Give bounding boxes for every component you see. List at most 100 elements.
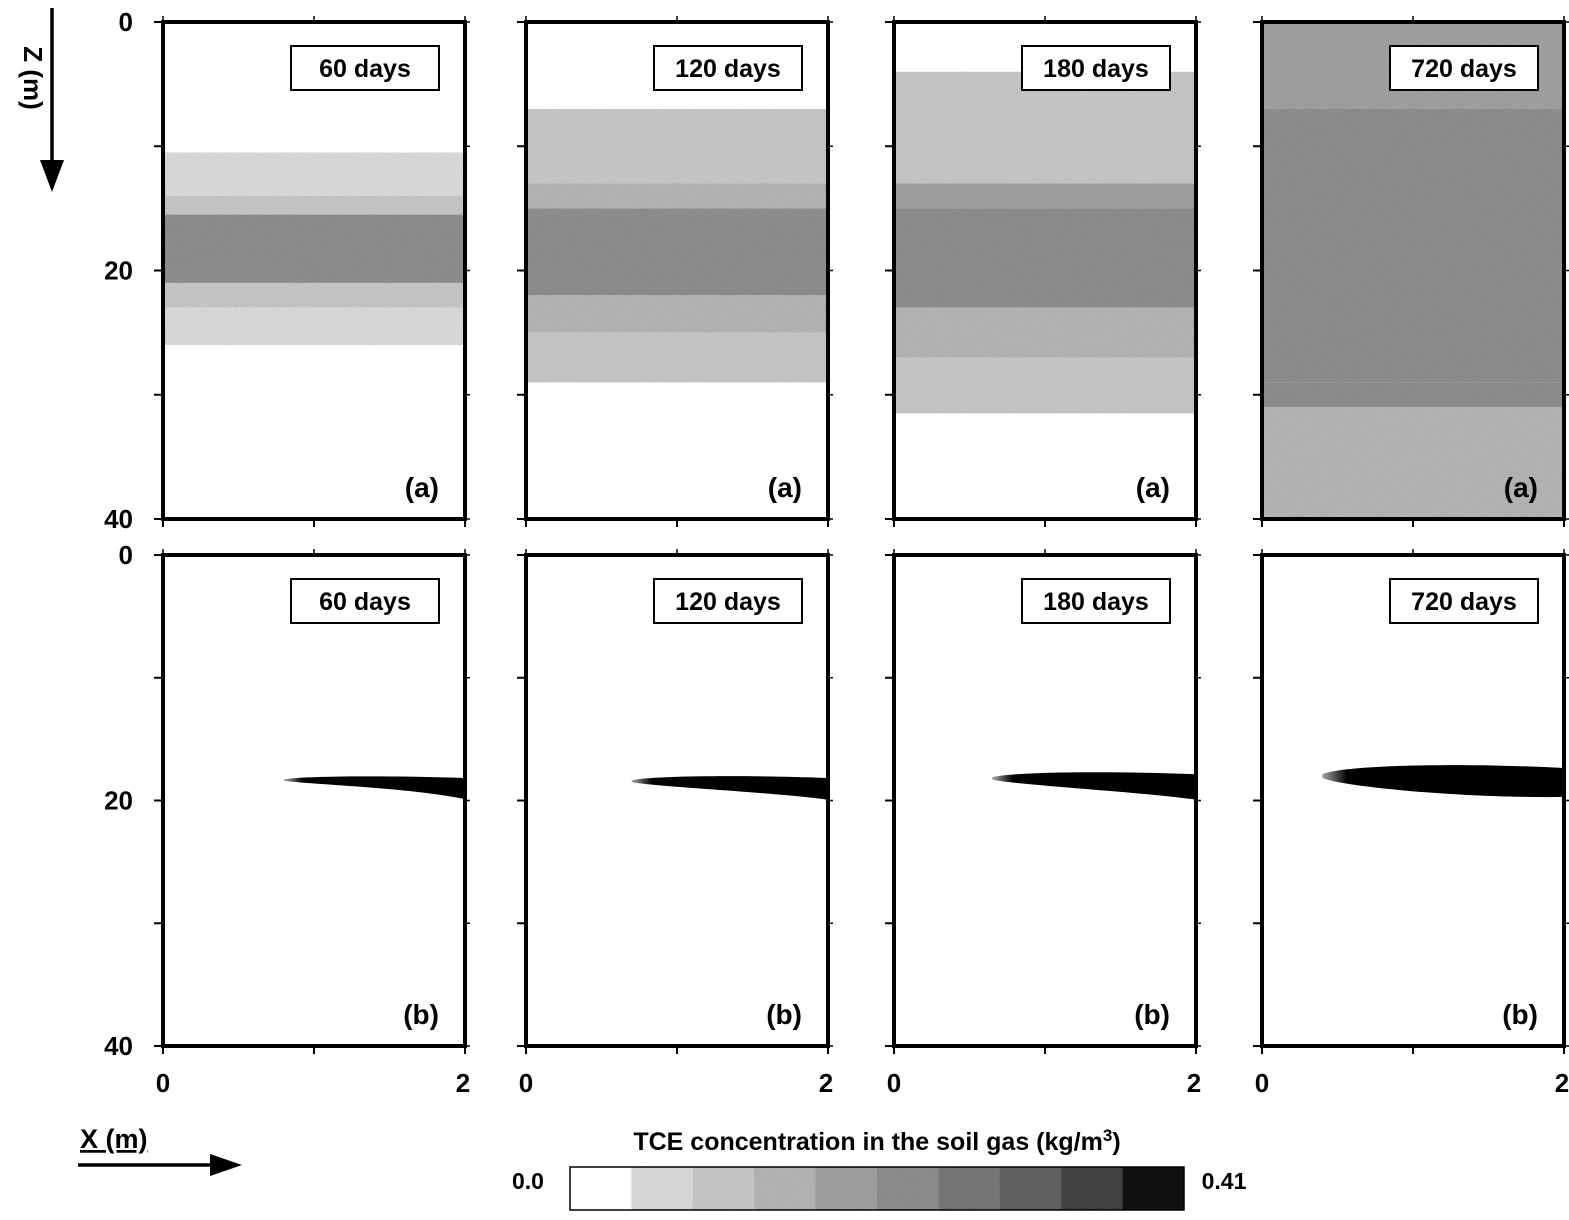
concentration-band (163, 195, 465, 215)
time-label: 60 days (319, 588, 411, 616)
concentration-band (894, 208, 1196, 308)
time-label-box (1021, 578, 1171, 624)
panel-background (1262, 555, 1564, 1046)
x-axis-arrow-head (210, 1154, 242, 1176)
z-tick-label: 0 (119, 7, 133, 37)
concentration-field (526, 22, 828, 519)
colorbar-min-label: 0.0 (512, 1168, 544, 1194)
colorbar-swatch (938, 1167, 1001, 1210)
concentration-band (163, 307, 465, 346)
colorbar-swatch (999, 1167, 1062, 1210)
x-tick-label: 0 (1255, 1068, 1269, 1098)
colorbar-swatch (815, 1167, 878, 1210)
panel-letter: (a) (1504, 472, 1538, 503)
concentration-field (1262, 555, 1564, 1046)
time-label-box (1389, 45, 1539, 91)
x-tick-label: 2 (456, 1068, 470, 1098)
concentration-band (1262, 382, 1564, 408)
z-tick-label: 0 (119, 540, 133, 570)
z-tick-label: 20 (104, 786, 133, 816)
tce-plume (283, 776, 465, 800)
concentration-band (526, 332, 828, 383)
colorbar-frame (569, 1166, 1185, 1211)
z-axis-label: Z (m) (18, 46, 48, 110)
panel-720-days-a: 720 days (a) (1253, 16, 1569, 527)
concentration-field (163, 22, 465, 519)
concentration-band (526, 108, 828, 184)
time-label: 720 days (1411, 55, 1517, 83)
concentration-field (894, 555, 1196, 1046)
z-tick-label: 20 (104, 256, 133, 286)
concentration-field (526, 555, 828, 1046)
x-tick-label: 0 (156, 1068, 170, 1098)
panel-60-days-a: 60 days (a) 0 20 40 (104, 7, 470, 534)
panel-120-days-a: 120 days (a) (517, 16, 833, 527)
colorbar-swatch (692, 1167, 755, 1210)
panel-background (526, 555, 828, 1046)
concentration-field (163, 555, 465, 1046)
time-label: 180 days (1043, 55, 1149, 83)
time-label-box (290, 45, 440, 91)
x-axis-label: X (m) (80, 1124, 148, 1154)
concentration-band (163, 152, 465, 196)
x-tick-label: 2 (1555, 1068, 1569, 1098)
time-label-box (1389, 578, 1539, 624)
panel-letter: (b) (1502, 999, 1538, 1030)
colorbar-swatch (877, 1167, 939, 1210)
concentration-band (526, 295, 828, 333)
panel-background (163, 555, 465, 1046)
concentration-field (894, 22, 1196, 519)
panel-180-days-a: 180 days (a) (885, 16, 1201, 527)
panel-60-days-b: 60 days (b) 0 20 40 0 2 (104, 540, 470, 1098)
time-label-box (290, 578, 440, 624)
colorbar-swatches (570, 1167, 1185, 1210)
panel-background (894, 555, 1196, 1046)
colorbar: TCE concentration in the soil gas (kg/m3… (512, 1126, 1247, 1211)
colorbar-title: TCE concentration in the soil gas (kg/m3… (633, 1126, 1120, 1156)
time-label: 720 days (1411, 588, 1517, 616)
x-tick-label: 0 (887, 1068, 901, 1098)
x-tick-label: 2 (819, 1068, 833, 1098)
panel-letter: (b) (403, 999, 439, 1030)
concentration-field (1262, 22, 1564, 519)
x-tick-label: 0 (519, 1068, 533, 1098)
z-tick-label: 40 (104, 1031, 133, 1061)
concentration-band (1262, 407, 1564, 519)
panel-letter: (a) (405, 472, 439, 503)
panel-120-days-b: 120 days (b) 0 2 (517, 549, 833, 1098)
colorbar-swatch (1122, 1167, 1185, 1210)
panel-180-days-b: 180 days (b) 0 2 (885, 549, 1201, 1098)
panel-letter: (a) (1136, 472, 1170, 503)
colorbar-swatch (631, 1167, 694, 1210)
x-tick-label: 2 (1187, 1068, 1201, 1098)
tce-plume (992, 772, 1196, 800)
concentration-band (163, 282, 465, 308)
concentration-band (894, 183, 1196, 209)
panel-letter: (a) (768, 472, 802, 503)
panel-720-days-b: 720 days (b) 0 2 (1253, 549, 1569, 1098)
colorbar-swatch (1061, 1167, 1124, 1210)
time-label-box (653, 578, 803, 624)
concentration-band (894, 357, 1196, 414)
x-axis-indicator: X (m) (78, 1124, 242, 1176)
z-tick-label: 40 (104, 504, 133, 534)
time-label-box (653, 45, 803, 91)
colorbar-max-label: 0.41 (1202, 1168, 1247, 1194)
concentration-band (526, 208, 828, 296)
panel-letter: (b) (766, 999, 802, 1030)
time-label: 60 days (319, 55, 411, 83)
time-label-box (1021, 45, 1171, 91)
concentration-band (1262, 108, 1564, 383)
colorbar-swatch (570, 1167, 632, 1210)
concentration-band (526, 183, 828, 209)
panel-letter: (b) (1134, 999, 1170, 1030)
z-axis-indicator: Z (m) (18, 8, 64, 192)
z-axis-arrow-head (40, 160, 64, 192)
concentration-band (163, 214, 465, 283)
time-label: 120 days (675, 55, 781, 83)
concentration-band (894, 307, 1196, 358)
tce-plume (631, 776, 828, 800)
tce-plume (1322, 765, 1564, 798)
